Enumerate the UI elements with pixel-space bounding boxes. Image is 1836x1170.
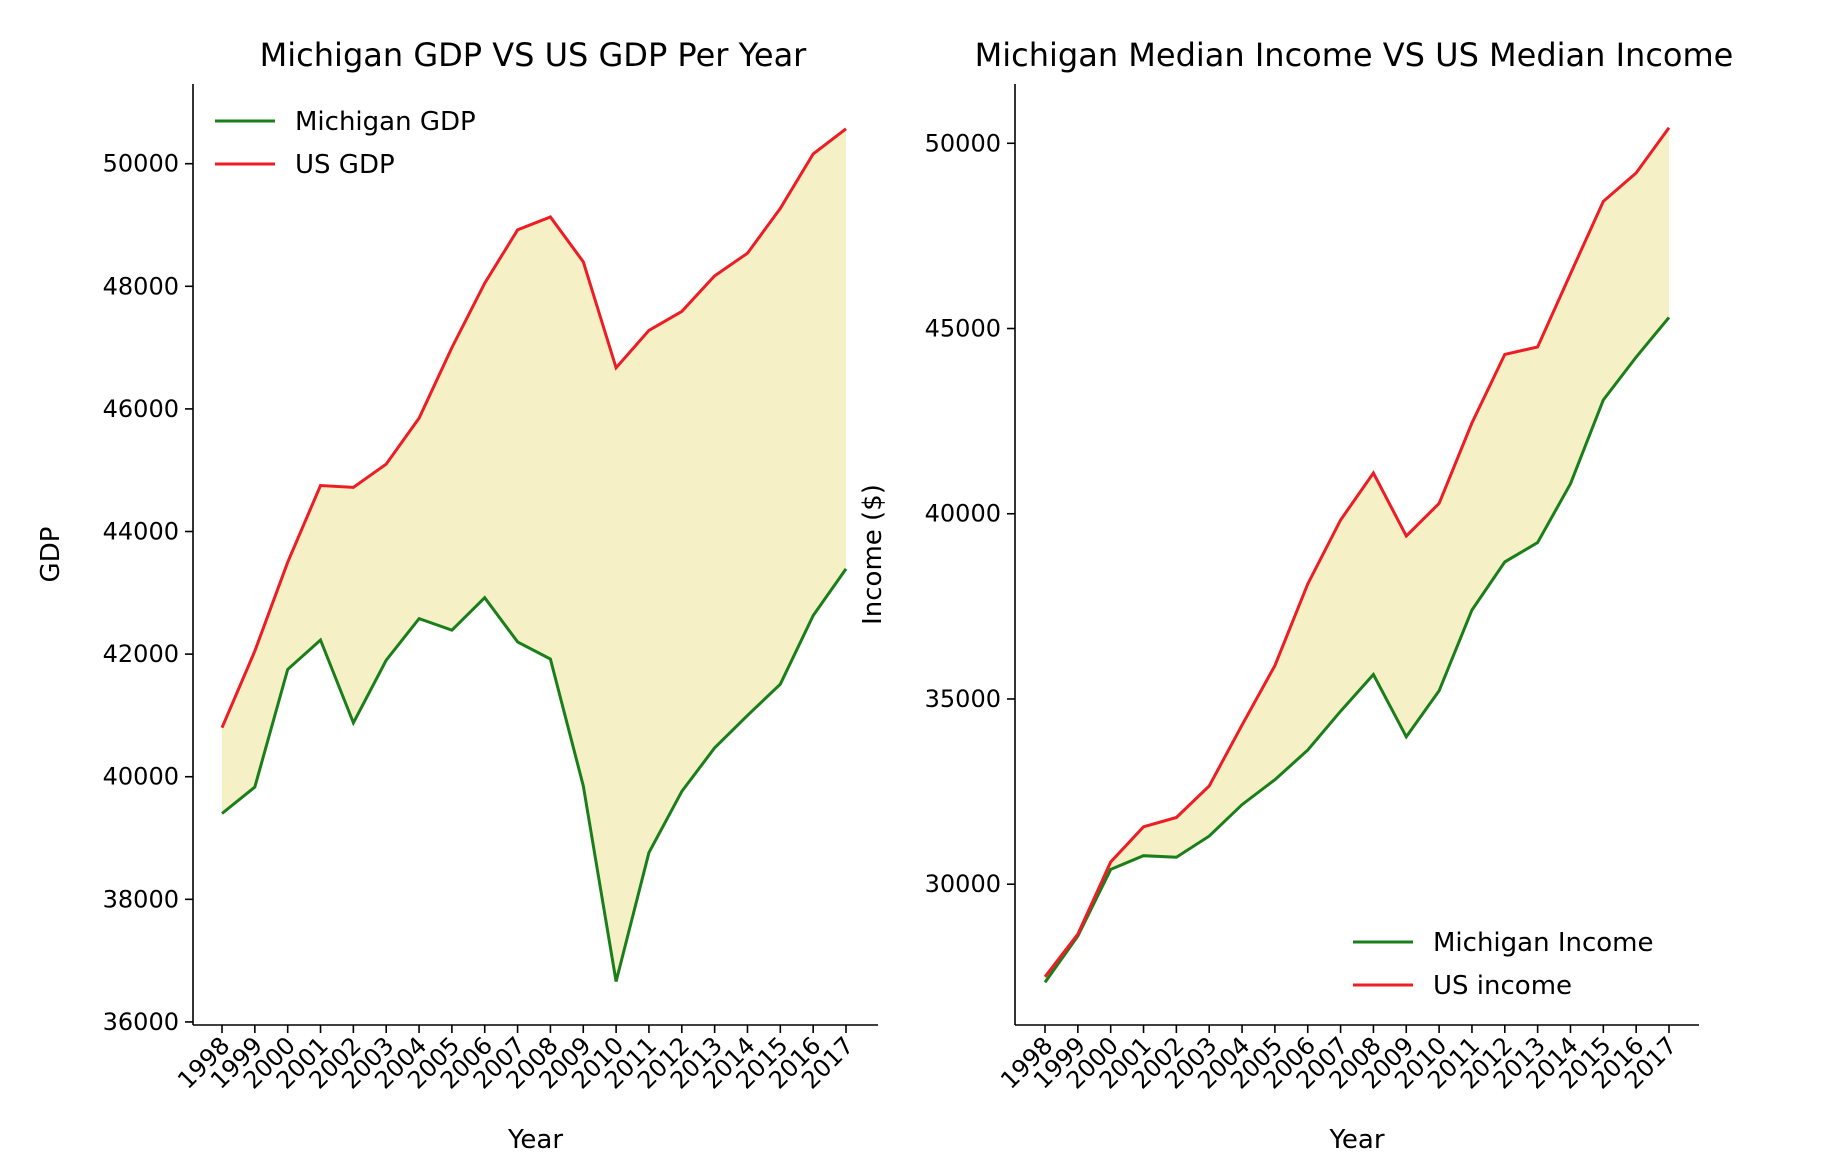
gdp-x-axis-label: Year xyxy=(507,1125,563,1155)
income-chart: Michigan Median Income VS US Median Inco… xyxy=(858,36,1733,1155)
gdp-y-tick-label: 48000 xyxy=(103,272,179,300)
gdp-y-tick-label: 36000 xyxy=(103,1008,179,1036)
gdp-y-tick-label: 38000 xyxy=(103,885,179,913)
income-y-tick-label: 45000 xyxy=(925,315,1001,343)
gdp-x-ticks: 1998199920002001200220032004200520062007… xyxy=(172,1025,859,1094)
income-y-axis-label: Income ($) xyxy=(858,484,888,625)
income-y-tick-label: 30000 xyxy=(925,870,1001,898)
income-y-ticks: 30000 35000 40000 45000 50000 xyxy=(925,129,1015,898)
gdp-y-tick-label: 42000 xyxy=(103,640,179,668)
gdp-y-tick-label: 46000 xyxy=(103,395,179,423)
gdp-y-axis-label: GDP xyxy=(36,527,66,583)
gdp-legend: Michigan GDP US GDP xyxy=(215,107,476,180)
gdp-y-tick-label: 50000 xyxy=(103,150,179,178)
gdp-michigan-line xyxy=(221,568,848,982)
income-legend-michigan-label: Michigan Income xyxy=(1433,928,1654,958)
income-chart-title: Michigan Median Income VS US Median Inco… xyxy=(975,36,1734,74)
gdp-chart: Michigan GDP VS US GDP Per Year 36000 380… xyxy=(36,36,878,1155)
gdp-us-line xyxy=(220,127,847,729)
income-legend-us-label: US income xyxy=(1433,971,1572,1001)
income-legend: Michigan Income US income xyxy=(1353,928,1654,1001)
gdp-gap-fill xyxy=(222,128,846,982)
income-gap-fill xyxy=(1045,127,1669,983)
gdp-y-tick-label: 44000 xyxy=(103,518,179,546)
income-y-tick-label: 35000 xyxy=(925,685,1001,713)
gdp-legend-michigan-label: Michigan GDP xyxy=(295,107,476,137)
income-michigan-line xyxy=(1043,316,1671,984)
gdp-y-ticks: 36000 38000 40000 42000 44000 46000 48000 50000 xyxy=(103,150,193,1036)
gdp-legend-us-label: US GDP xyxy=(295,150,395,180)
gdp-y-tick-label: 40000 xyxy=(103,763,179,791)
income-y-tick-label: 40000 xyxy=(925,500,1001,528)
income-x-axis-label: Year xyxy=(1328,1125,1384,1155)
gdp-chart-title: Michigan GDP VS US GDP Per Year xyxy=(260,36,808,74)
income-y-tick-label: 50000 xyxy=(925,129,1001,157)
income-us-line xyxy=(1043,126,1671,978)
